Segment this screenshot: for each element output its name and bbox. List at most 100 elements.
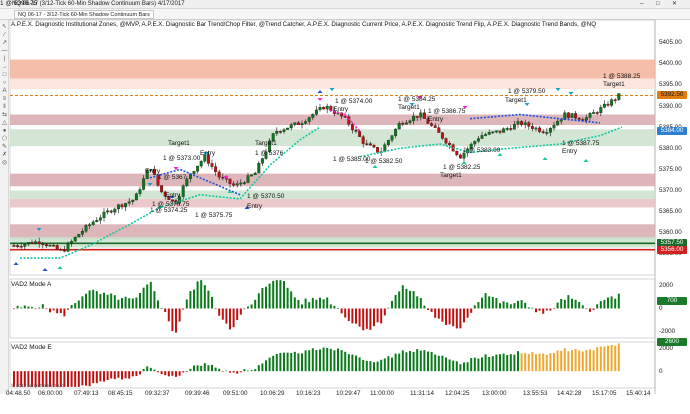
price-axis-tick: 5400.00 (659, 60, 682, 68)
histogram-bar (387, 356, 390, 372)
histogram-bar (103, 371, 105, 382)
candle (91, 221, 95, 225)
histogram-bar (257, 365, 260, 372)
snap-tool-icon[interactable]: ◎ (1, 160, 8, 166)
instrument-tab[interactable]: NQ 06-17 - 3/12-Tick 60-Min Shadow Conti… (14, 10, 154, 19)
candle (390, 135, 394, 141)
triangle-tool-icon[interactable]: △ (2, 120, 7, 126)
horizontal-line-tool-icon[interactable]: — (1, 48, 8, 54)
time-axis-tick: 13:55:53 (523, 390, 548, 397)
histogram-bar (214, 367, 217, 372)
histogram-bar (527, 307, 530, 309)
candle (235, 183, 239, 186)
line-tool-icon[interactable]: ∕ (3, 32, 5, 38)
maximize-icon[interactable]: □ (656, 1, 660, 7)
channel-tool-icon[interactable]: ‖ (3, 104, 6, 110)
ruler-tool-icon[interactable]: ⇆ (1, 112, 8, 118)
signal-down-arrow-icon (417, 96, 423, 99)
candle (419, 112, 423, 118)
fibonacci-tool-icon[interactable]: ≡ (2, 96, 7, 102)
histogram-bar (207, 290, 210, 309)
candle (314, 109, 318, 115)
candle (19, 245, 23, 248)
candle (228, 178, 232, 184)
candle (577, 117, 581, 120)
candle (210, 163, 214, 167)
vertical-line-tool-icon[interactable]: | (3, 56, 6, 62)
candle (242, 182, 246, 184)
histogram-bar (455, 308, 458, 329)
candle (59, 249, 63, 251)
candle (584, 117, 588, 121)
histogram-bar (196, 365, 199, 372)
candle (574, 113, 578, 119)
trade-annotation-label: 1 @ 5386.75 (428, 108, 466, 115)
marker-tool-icon[interactable]: ● (2, 128, 7, 134)
candle (275, 131, 279, 134)
histogram-bar (272, 355, 275, 372)
candle (102, 211, 106, 218)
histogram-bar (92, 289, 95, 309)
histogram-bar (203, 285, 206, 309)
histogram-bar (149, 281, 152, 309)
candle (304, 121, 308, 124)
candle (520, 121, 524, 125)
price-axis-tick: 5380.00 (659, 144, 682, 152)
candle (214, 166, 218, 173)
erase-tool-icon[interactable]: ✗ (1, 152, 8, 158)
ray-tool-icon[interactable]: ↗ (1, 40, 8, 46)
candle (430, 123, 434, 126)
time-axis-tick: 11:31:14 (410, 390, 435, 397)
histogram-bar (434, 308, 437, 318)
signal-down-arrow-icon (173, 167, 179, 170)
rectangle-tool-icon[interactable]: □ (2, 72, 7, 78)
polygon-tool-icon[interactable]: ⬠ (1, 136, 8, 142)
signal-down-arrow-icon (524, 103, 530, 106)
histogram-bar (77, 371, 80, 387)
candle (516, 121, 520, 125)
histogram-bar (391, 357, 393, 372)
histogram-bar (333, 350, 336, 372)
histogram-bar (16, 371, 19, 387)
close-icon[interactable]: ✕ (672, 1, 678, 7)
histogram-bar (470, 358, 473, 372)
pencil-tool-icon[interactable]: ✎ (1, 144, 8, 150)
histogram-bar (178, 371, 181, 376)
histogram-bar (67, 308, 69, 310)
histogram-bar (542, 308, 545, 314)
histogram-bar (466, 308, 469, 318)
candle (354, 129, 358, 132)
candle (592, 112, 596, 114)
histogram-bar (459, 364, 462, 372)
histogram-bar (131, 371, 134, 377)
candle (484, 134, 488, 136)
histogram-bar (203, 363, 206, 372)
histogram-bar (553, 308, 555, 310)
histogram-bar (59, 308, 62, 313)
candle (318, 107, 322, 111)
histogram-bar (139, 292, 141, 309)
histogram-bar (182, 371, 185, 373)
candle (286, 127, 290, 130)
histogram-bar (437, 308, 440, 319)
histogram-bar (419, 298, 422, 309)
histogram-bar (499, 303, 501, 309)
ellipse-tool-icon[interactable]: ○ (2, 80, 7, 86)
histogram-bar (589, 349, 591, 372)
histogram-bar (376, 308, 379, 323)
histogram-bar (247, 306, 249, 309)
histogram-bar (369, 361, 372, 372)
histogram-bar (52, 371, 55, 387)
text-tool-icon[interactable]: A (2, 88, 7, 94)
pointer-tool-icon[interactable]: ↖ (1, 24, 8, 30)
histogram-bar (524, 302, 527, 309)
candle (278, 131, 282, 133)
histogram-bar (243, 308, 246, 310)
candle (116, 204, 120, 210)
histogram-bar (113, 371, 116, 380)
histogram-bar (401, 285, 404, 309)
minimize-icon[interactable]: – (640, 1, 644, 7)
arrow-tool-icon[interactable]: → (1, 64, 8, 70)
signal-up-arrow-icon (461, 161, 467, 164)
